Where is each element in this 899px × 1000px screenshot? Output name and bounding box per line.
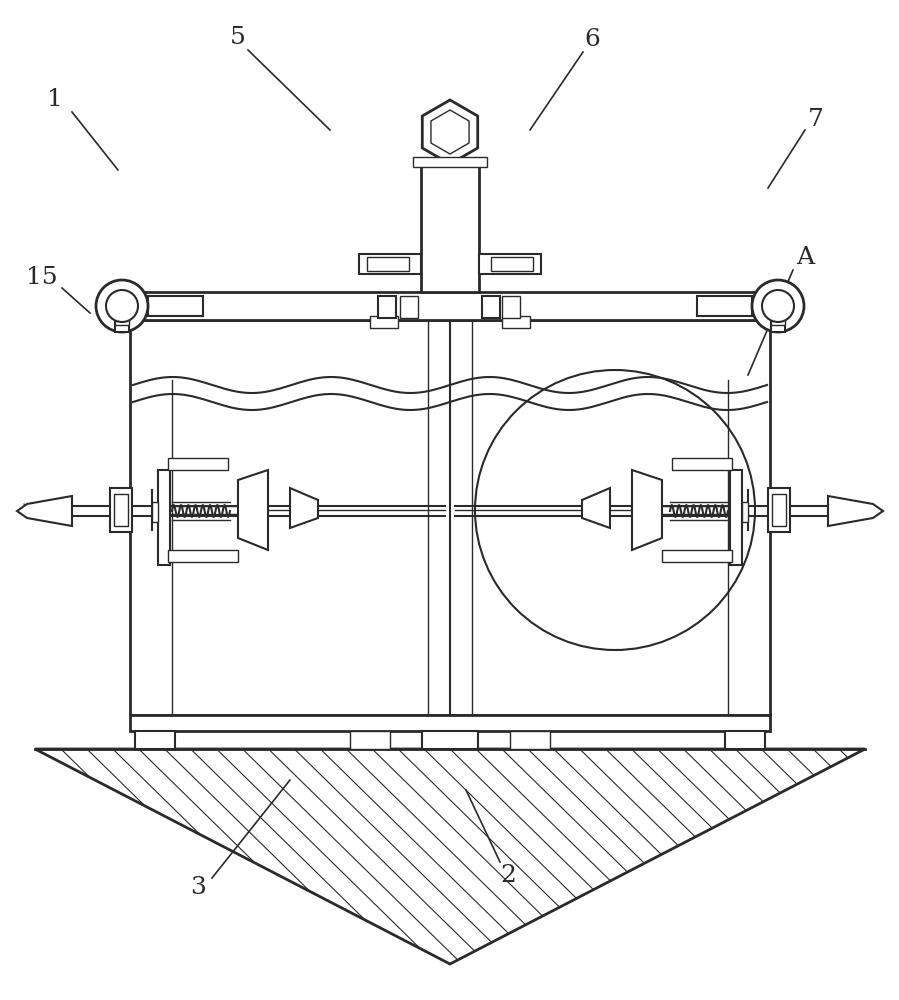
- Bar: [400, 296, 418, 318]
- Text: 3: 3: [190, 876, 206, 900]
- Bar: [114, 494, 128, 526]
- Bar: [491, 257, 533, 271]
- Bar: [768, 488, 790, 532]
- Text: 15: 15: [26, 266, 58, 290]
- Bar: [350, 731, 390, 749]
- Bar: [115, 306, 129, 332]
- Bar: [771, 310, 785, 325]
- Polygon shape: [632, 470, 662, 550]
- Bar: [152, 502, 158, 522]
- Circle shape: [752, 280, 804, 332]
- Bar: [359, 254, 421, 274]
- Bar: [510, 731, 550, 749]
- Text: 2: 2: [500, 863, 516, 886]
- Polygon shape: [423, 100, 477, 164]
- Bar: [130, 292, 770, 320]
- Bar: [158, 470, 170, 565]
- Polygon shape: [238, 470, 268, 550]
- Text: 6: 6: [584, 28, 600, 51]
- Bar: [502, 316, 530, 328]
- Bar: [421, 162, 479, 292]
- Bar: [772, 494, 786, 526]
- Circle shape: [96, 280, 148, 332]
- Polygon shape: [17, 496, 72, 526]
- Circle shape: [106, 290, 138, 322]
- Polygon shape: [290, 488, 318, 528]
- Text: A: A: [796, 246, 814, 269]
- Bar: [168, 550, 238, 562]
- Bar: [110, 488, 132, 532]
- Bar: [730, 470, 742, 565]
- Polygon shape: [582, 488, 610, 528]
- Bar: [672, 458, 732, 470]
- Bar: [168, 458, 228, 470]
- Text: 5: 5: [230, 26, 246, 49]
- Circle shape: [762, 290, 794, 322]
- Bar: [148, 296, 203, 316]
- Bar: [742, 502, 748, 522]
- Bar: [370, 316, 398, 328]
- Bar: [502, 296, 520, 318]
- Bar: [479, 254, 541, 274]
- Bar: [697, 296, 752, 316]
- Bar: [115, 310, 129, 325]
- Bar: [662, 550, 732, 562]
- Polygon shape: [828, 496, 883, 526]
- Bar: [130, 320, 770, 715]
- Bar: [771, 306, 785, 332]
- Bar: [378, 296, 396, 318]
- Bar: [135, 731, 175, 749]
- Bar: [725, 731, 765, 749]
- Text: 1: 1: [47, 89, 63, 111]
- Bar: [367, 257, 409, 271]
- Bar: [413, 157, 487, 167]
- Bar: [482, 296, 500, 318]
- Bar: [130, 715, 770, 731]
- Bar: [422, 731, 478, 749]
- Text: 7: 7: [808, 108, 824, 131]
